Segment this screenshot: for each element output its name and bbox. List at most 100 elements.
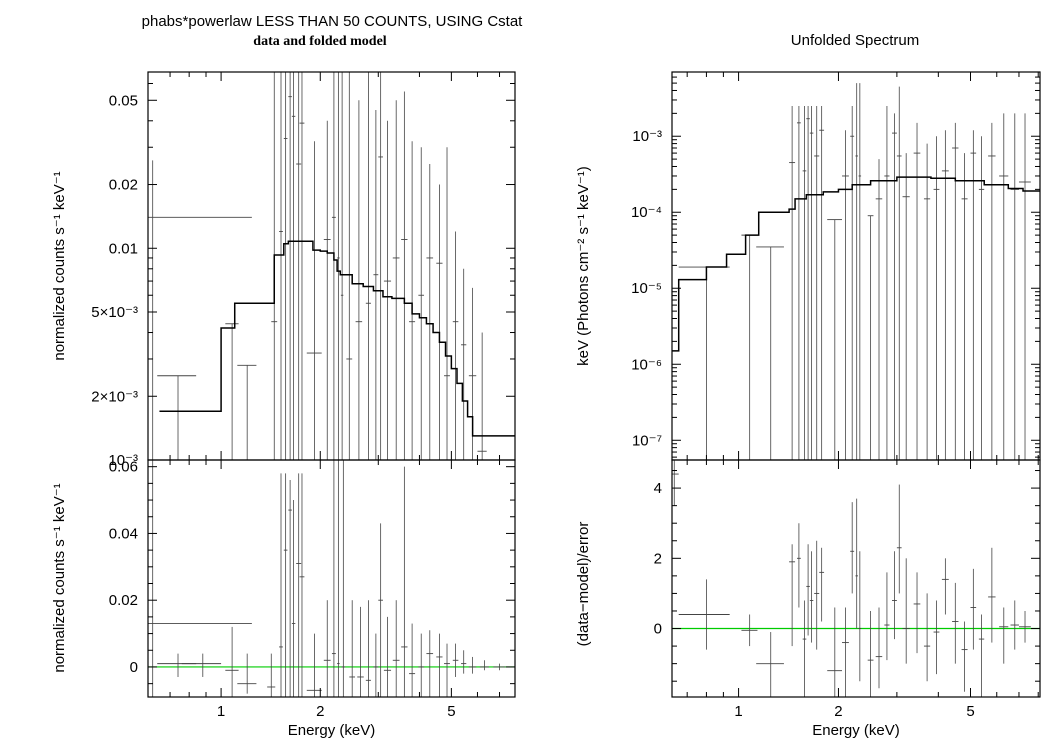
y-tick-label: 2×10⁻³: [91, 388, 138, 405]
data-point: [789, 544, 796, 647]
y-tick-label: 0.05: [109, 92, 138, 109]
data-point: [452, 231, 459, 460]
data-point: [444, 147, 450, 460]
data-point: [1010, 113, 1019, 460]
data-point: [279, 473, 283, 697]
data-point: [850, 502, 855, 594]
y-tick-label: 10⁻⁶: [631, 356, 662, 373]
data-point: [296, 473, 302, 697]
data-point: [952, 582, 959, 664]
data-point: [409, 623, 416, 697]
data-point: [401, 466, 408, 697]
data-point: [323, 120, 331, 460]
data-point: [392, 100, 400, 460]
data-point: [237, 653, 257, 694]
data-point: [842, 130, 849, 460]
data-point: [1018, 610, 1031, 643]
x-tick-label: 1: [734, 703, 742, 720]
data-point: [741, 234, 758, 460]
data-point: [988, 122, 996, 460]
data-point: [806, 544, 810, 636]
data-point: [436, 184, 443, 460]
data-point: [806, 105, 810, 460]
data-point: [802, 105, 807, 460]
data-point: [933, 600, 940, 675]
y-tick-label: 10⁻³: [632, 128, 662, 145]
data-point: [296, 72, 302, 460]
data-layer: [672, 83, 1040, 460]
data-point: [961, 621, 968, 692]
x-tick-label: 5: [966, 703, 974, 720]
data-point: [867, 610, 874, 697]
data-point: [978, 136, 985, 460]
right-bottom-panel: 1 2 5 0 2 4 Energy (keV) (data−model)/error: [575, 459, 1041, 739]
data-point: [493, 663, 506, 671]
data-point: [678, 579, 730, 650]
data-point: [299, 473, 305, 697]
data-point: [913, 122, 921, 460]
data-point: [365, 600, 371, 697]
plot-frame: [671, 459, 1041, 698]
data-point: [461, 268, 467, 460]
data-point: [373, 109, 379, 460]
data-point: [426, 630, 434, 697]
y-tick-label: 10⁻⁷: [632, 432, 662, 449]
data-point: [444, 643, 450, 697]
data-point: [819, 105, 825, 460]
data-point: [756, 632, 784, 697]
data-point: [355, 100, 363, 460]
x-tick-label: 2: [834, 703, 842, 720]
data-point: [850, 105, 855, 460]
y-tick-label: 4: [654, 480, 662, 497]
data-point: [970, 130, 977, 460]
data-point: [331, 72, 336, 460]
data-point: [797, 105, 801, 460]
data-point: [884, 105, 890, 460]
data-point: [814, 105, 820, 460]
x-tick-label: 5: [447, 703, 455, 720]
data-point: [279, 72, 283, 460]
y-tick-label: 2: [654, 550, 662, 567]
data-point: [923, 593, 931, 682]
data-point: [426, 164, 434, 460]
data-layer: [672, 460, 1040, 697]
data-point: [346, 72, 353, 460]
data-point: [896, 484, 902, 594]
data-point: [267, 653, 276, 697]
left-bottom-panel: 1 2 5 0 0.02 0.04 0.06 Energy (keV) normalized c…: [51, 459, 516, 739]
data-point: [401, 91, 408, 460]
y-tick-label: 5×10⁻³: [91, 304, 138, 321]
x-axis-label: Energy (keV): [288, 722, 376, 739]
right-top-panel: 10⁻⁷ 10⁻⁶ 10⁻⁵ 10⁻⁴ 10⁻³ keV (Photons cm⁻² s⁻…: [575, 71, 1041, 461]
data-point: [477, 332, 487, 460]
y-tick-label: 0: [130, 659, 138, 676]
data-point: [961, 153, 968, 460]
data-point: [373, 633, 379, 697]
data-point: [896, 86, 902, 460]
data-point: [970, 568, 977, 650]
data-point: [323, 600, 331, 697]
data-point: [288, 72, 292, 460]
data-point: [941, 130, 949, 460]
data-point: [875, 159, 883, 460]
data-point: [331, 460, 336, 697]
data-point: [672, 460, 679, 506]
y-axis-label: (data−model)/error: [575, 522, 592, 647]
data-point: [913, 572, 921, 654]
data-point: [1010, 600, 1019, 650]
data-point: [875, 607, 883, 689]
data-point: [802, 600, 807, 697]
data-point: [291, 72, 296, 460]
data-point: [741, 614, 758, 647]
data-point: [1018, 113, 1031, 460]
data-point: [378, 523, 383, 697]
data-point: [842, 607, 849, 697]
data-point: [383, 120, 392, 460]
data-point: [461, 650, 467, 674]
data-point: [867, 215, 874, 460]
x-tick-label: 2: [316, 703, 324, 720]
data-point: [418, 147, 425, 460]
data-point: [479, 660, 489, 671]
data-point: [237, 364, 257, 460]
data-point: [819, 547, 825, 622]
